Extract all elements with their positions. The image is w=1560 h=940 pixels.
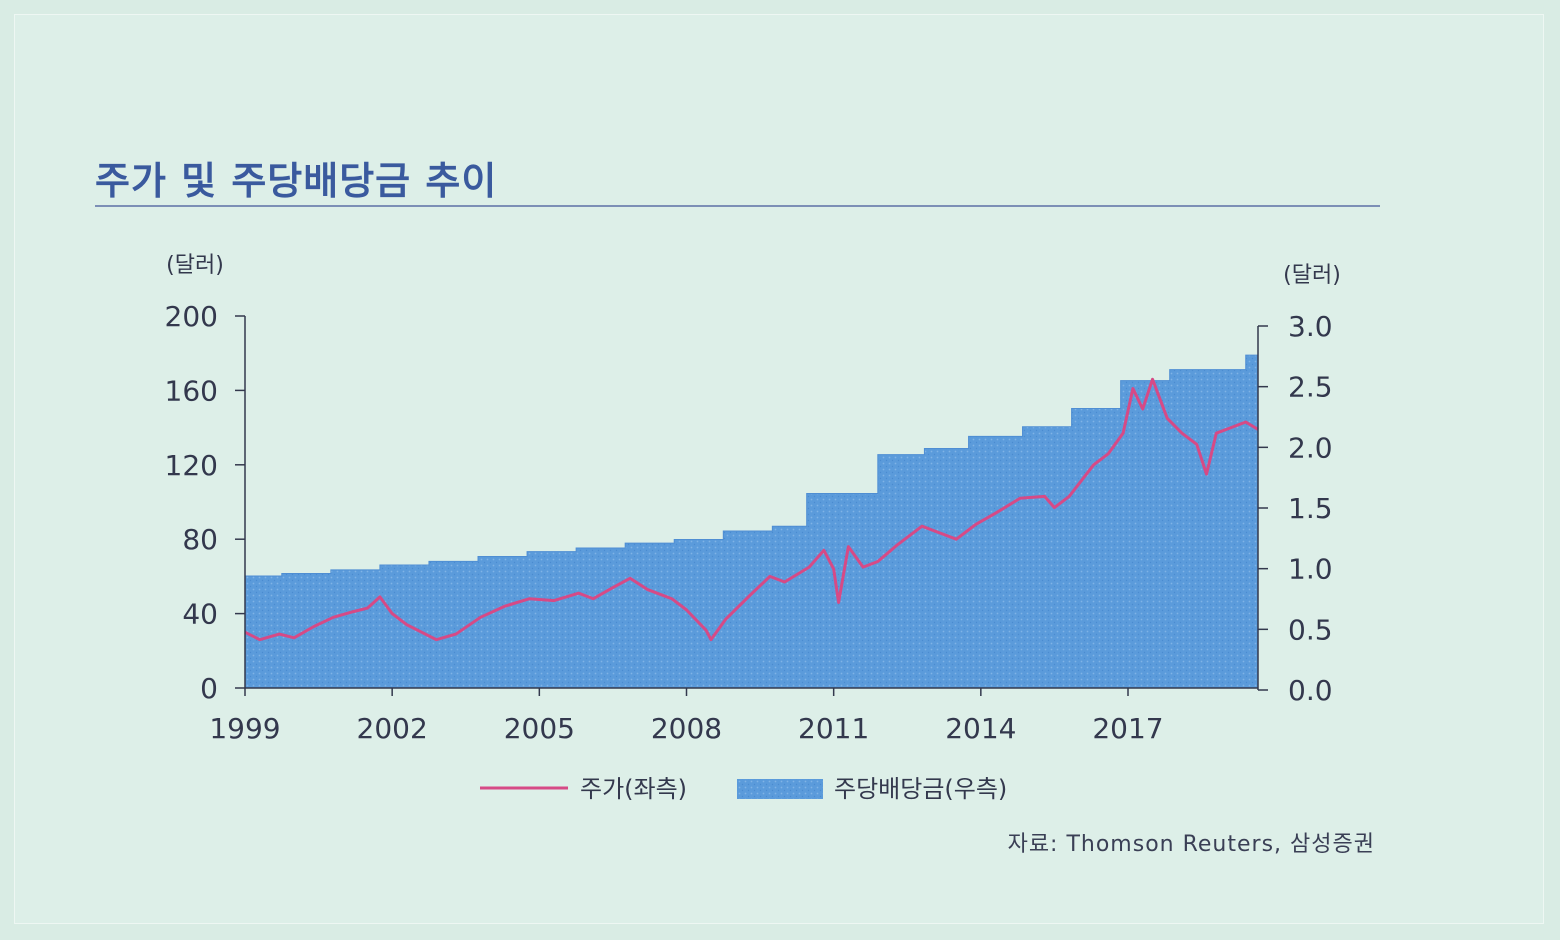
right-tick-label: 1.0	[1288, 553, 1333, 586]
left-tick-label: 40	[182, 598, 218, 631]
x-tick-label: 2014	[945, 712, 1016, 745]
right-tick-label: 1.5	[1288, 492, 1333, 525]
dividend-area	[244, 354, 1259, 689]
x-tick-label: 2011	[798, 712, 869, 745]
legend-dividend-swatch	[737, 779, 823, 799]
right-tick-label: 2.5	[1288, 371, 1333, 404]
price-line	[244, 377, 1259, 642]
right-tick-label: 3.0	[1288, 310, 1333, 343]
left-tick-label: 80	[182, 523, 218, 556]
left-tick-label: 120	[165, 449, 218, 482]
right-tick-label: 0.5	[1288, 613, 1333, 646]
left-tick-label: 200	[165, 300, 218, 333]
title-underline	[95, 205, 1380, 207]
x-tick-label: 2002	[357, 712, 428, 745]
chart-title: 주가 및 주당배당금 추이	[95, 159, 498, 203]
x-tick-label: 2008	[651, 712, 722, 745]
right-axis-unit: (달러)	[1283, 263, 1341, 288]
page-frame	[14, 14, 1544, 924]
x-tick-label: 2017	[1092, 712, 1163, 745]
legend-dividend-label: 주당배당금(우측)	[834, 775, 1007, 803]
source-note: 자료: Thomson Reuters, 삼성증권	[1007, 832, 1375, 857]
right-tick-label: 0.0	[1288, 674, 1333, 707]
left-tick-label: 0	[200, 672, 218, 705]
legend-price-label: 주가(좌측)	[580, 775, 687, 803]
left-axis-unit: (달러)	[166, 253, 224, 278]
x-tick-label: 2005	[504, 712, 575, 745]
x-tick-label: 1999	[209, 712, 280, 745]
right-tick-label: 2.0	[1288, 431, 1333, 464]
left-tick-label: 160	[165, 374, 218, 407]
